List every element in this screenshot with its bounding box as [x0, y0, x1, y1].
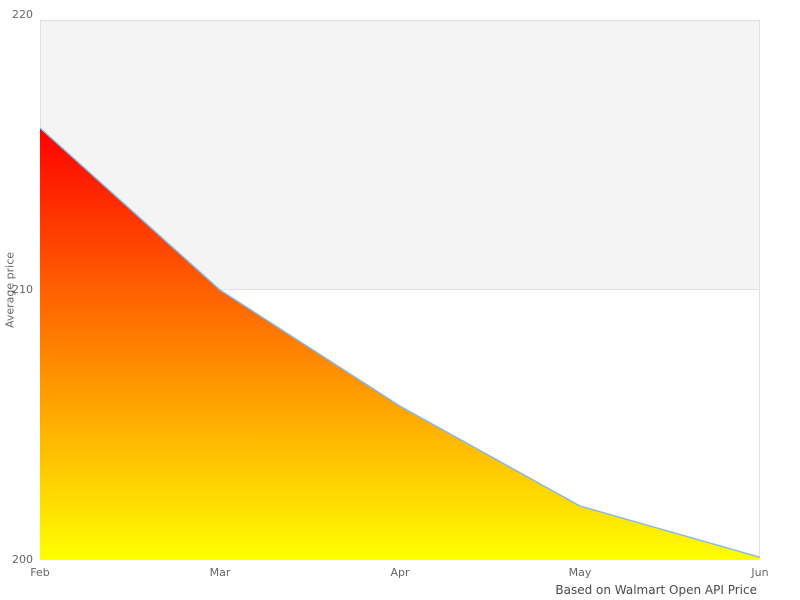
area-series-fill [40, 128, 760, 560]
x-tick-label-mar: Mar [209, 566, 231, 579]
x-tick-label-may: May [568, 566, 592, 579]
x-tick-label-jun: Jun [751, 566, 769, 579]
x-tick-label-feb: Feb [30, 566, 50, 579]
area-series-line [39, 127, 761, 558]
y-tick-label-200: 200 [12, 553, 33, 566]
x-tick-label-apr: Apr [390, 566, 410, 579]
y-tick-label-210: 210 [12, 283, 33, 296]
chart-caption: Based on Walmart Open API Price [555, 583, 757, 597]
y-tick-label-220: 220 [12, 8, 33, 21]
